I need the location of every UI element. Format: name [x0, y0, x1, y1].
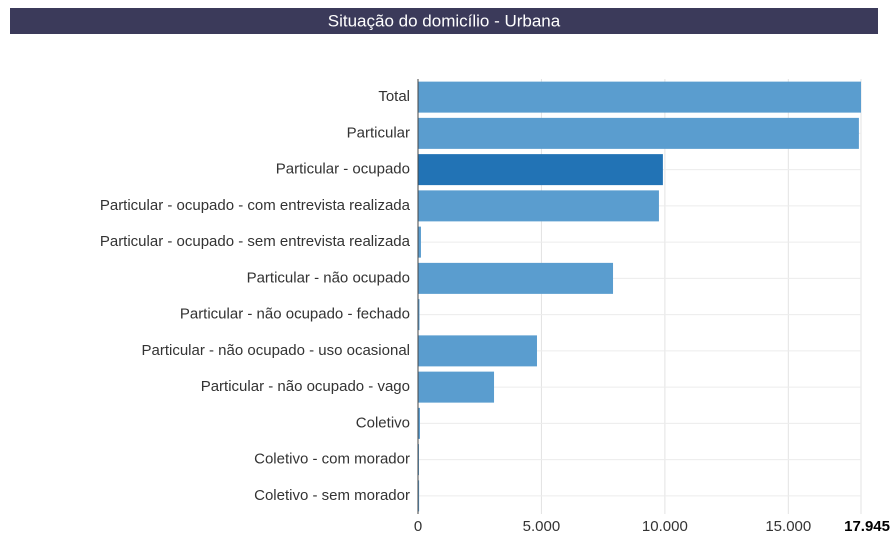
y-tick-label: Particular — [347, 124, 410, 141]
bar — [418, 407, 420, 439]
bar — [418, 117, 859, 149]
bar — [418, 190, 659, 222]
title-bar — [10, 8, 878, 34]
x-tick-label: 17.945 — [844, 518, 890, 535]
bar — [418, 262, 614, 294]
y-tick-label: Coletivo — [356, 414, 410, 431]
bar — [418, 154, 663, 186]
y-tick-label: Particular - ocupado - com entrevista re… — [100, 197, 411, 214]
bar — [418, 226, 421, 258]
y-tick-label: Particular - não ocupado - fechado — [180, 306, 410, 323]
y-tick-label: Particular - não ocupado — [247, 269, 410, 286]
x-tick-label: 15.000 — [765, 518, 811, 535]
bar — [418, 371, 495, 403]
bar — [418, 81, 861, 113]
x-tick-label: 5.000 — [523, 518, 561, 535]
y-tick-label: Particular - ocupado - sem entrevista re… — [100, 233, 411, 250]
y-tick-label: Coletivo - sem morador — [254, 487, 410, 504]
bar — [418, 299, 420, 331]
x-tick-label: 0 — [414, 518, 422, 535]
bar — [418, 335, 537, 367]
bar — [418, 480, 420, 512]
y-tick-label: Total — [378, 88, 410, 105]
chart-title: Situação do domicílio - Urbana — [328, 11, 561, 30]
y-tick-label: Particular - ocupado — [276, 161, 410, 178]
x-tick-label: 10.000 — [642, 518, 688, 535]
y-tick-label: Coletivo - com morador — [254, 451, 410, 468]
y-tick-label: Particular - não ocupado - uso ocasional — [142, 342, 411, 359]
y-tick-label: Particular - não ocupado - vago — [201, 378, 410, 395]
